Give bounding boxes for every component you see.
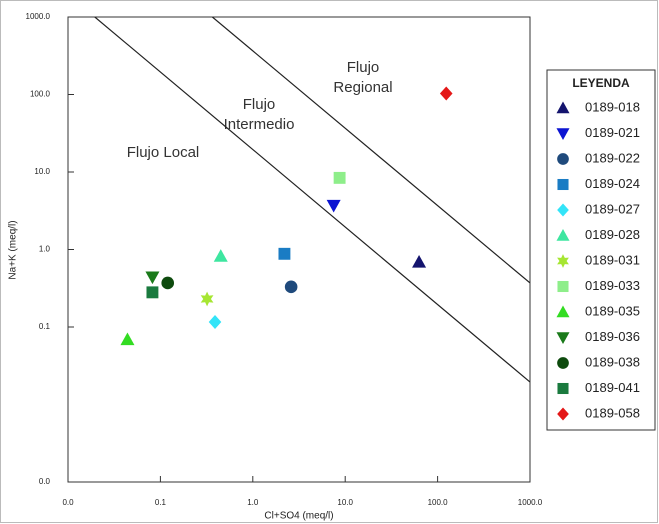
y-tick-label: 1.0: [39, 245, 51, 254]
y-tick-label: 0.0: [39, 477, 51, 486]
plot-area: [67, 16, 531, 483]
x-tick-label: 0.0: [62, 498, 74, 507]
legend-marker: [557, 153, 569, 165]
legend-label: 0189-022: [585, 150, 640, 165]
legend-marker: [557, 407, 569, 421]
point: [213, 249, 228, 262]
legend-label: 0189-041: [585, 380, 640, 395]
x-axis-label: Cl+SO4 (meq/l): [264, 511, 333, 522]
x-tick-label: 100.0: [428, 498, 449, 507]
x-tick-label: 1.0: [247, 498, 259, 507]
point: [161, 276, 175, 290]
annotation: Flujo: [243, 96, 276, 113]
legend-marker: [556, 305, 570, 318]
legend-title: LEYENDA: [572, 76, 630, 90]
legend-marker: [557, 280, 569, 293]
legend-label: 0189-021: [585, 125, 640, 140]
legend-marker: [557, 382, 569, 395]
legend-label: 0189-027: [585, 201, 640, 216]
point: [412, 254, 427, 268]
boundary-line: [94, 17, 530, 383]
legend-label: 0189-028: [585, 227, 640, 242]
point: [278, 247, 291, 260]
y-tick-label: 10.0: [34, 167, 50, 176]
x-tick-label: 0.1: [155, 498, 167, 507]
legend-label: 0189-033: [585, 278, 640, 293]
x-tick-label: 1000.0: [518, 498, 543, 507]
annotation: Flujo Local: [127, 144, 200, 161]
legend-label: 0189-035: [585, 303, 640, 318]
point: [439, 86, 453, 101]
legend-label: 0189-024: [585, 176, 640, 191]
legend-label: 0189-018: [585, 99, 640, 114]
legend-marker: [556, 101, 570, 114]
legend-marker: [556, 229, 570, 241]
legend-marker: [557, 178, 569, 191]
point: [120, 332, 135, 346]
legend-marker: [556, 128, 570, 140]
annotation: Regional: [333, 79, 392, 96]
legend-label: 0189-058: [585, 405, 640, 420]
legend-marker: [557, 357, 569, 369]
legend-label: 0189-031: [585, 252, 640, 267]
legend-marker: [556, 332, 570, 344]
point: [333, 171, 346, 184]
legend-marker: [557, 254, 569, 268]
point: [326, 199, 341, 213]
legend-label: 0189-038: [585, 354, 640, 369]
point: [145, 271, 160, 285]
boundary-line: [211, 17, 530, 284]
point: [284, 280, 298, 294]
x-tick-label: 10.0: [337, 498, 353, 507]
point: [200, 291, 214, 307]
annotation: Intermedio: [224, 116, 295, 133]
y-axis-label: Na+K (meq/l): [8, 220, 19, 279]
y-tick-label: 0.1: [39, 322, 51, 331]
point: [146, 286, 159, 299]
legend-label: 0189-036: [585, 329, 640, 344]
annotation: Flujo: [347, 59, 380, 76]
legend-marker: [557, 203, 569, 217]
y-tick-label: 1000.0: [26, 12, 51, 21]
point: [208, 315, 222, 330]
y-tick-label: 100.0: [30, 90, 51, 99]
